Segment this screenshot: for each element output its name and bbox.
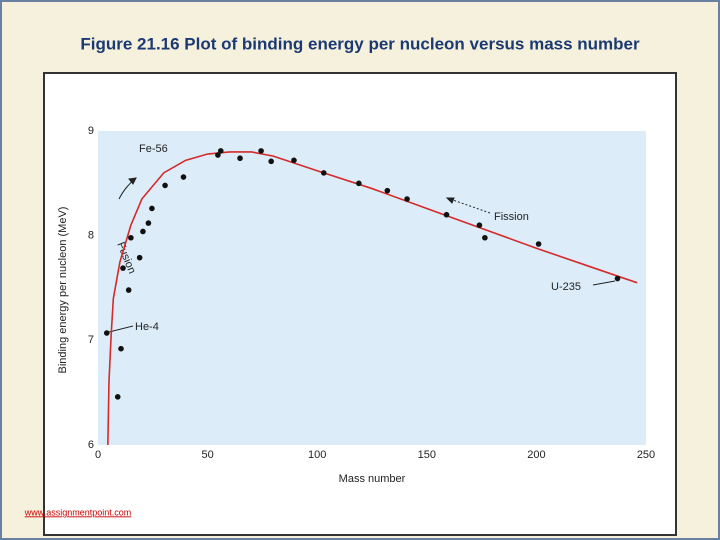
data-point: [180, 174, 187, 180]
annotation: Fission: [494, 211, 529, 223]
annotation-arrows: [108, 177, 616, 333]
y-tick-label: 7: [88, 334, 94, 346]
arrow-head: [445, 197, 455, 204]
data-point: [482, 234, 488, 241]
y-tick-label: 6: [88, 439, 94, 451]
data-point: [120, 265, 126, 271]
x-tick-label: 250: [637, 449, 655, 461]
slide-title: Figure 21.16 Plot of binding energy per …: [80, 34, 640, 53]
annotation: Fe-56: [139, 143, 168, 155]
arrow: [449, 198, 491, 214]
data-point: [258, 148, 264, 154]
x-tick-label: 150: [418, 449, 436, 461]
data-point: [237, 155, 243, 162]
x-tick-label: 50: [201, 449, 213, 461]
data-point: [291, 157, 297, 164]
data-point: [162, 182, 168, 189]
data-point: [118, 345, 124, 352]
annotation: U-235: [551, 281, 581, 293]
data-point: [268, 158, 274, 165]
data-point: [535, 241, 542, 247]
data-point: [476, 222, 483, 228]
data-point: [114, 394, 121, 400]
plot-area: [98, 131, 646, 445]
x-tick-label: 100: [308, 449, 326, 461]
leader: [108, 325, 134, 333]
data-point: [404, 196, 410, 202]
data-point: [217, 148, 224, 154]
y-tick-label: 9: [88, 125, 94, 137]
data-point: [103, 330, 110, 336]
annotation: He-4: [135, 321, 159, 333]
data-point: [149, 205, 155, 212]
footer-link[interactable]: www.assignmentpoint.com: [24, 507, 132, 517]
x-tick-label: 200: [527, 449, 545, 461]
data-point: [443, 211, 450, 218]
data-point: [614, 275, 621, 282]
data-point: [140, 228, 146, 235]
y-tick-label: 8: [88, 230, 94, 242]
leader: [592, 280, 616, 286]
arrow-head: [128, 177, 137, 185]
data-point: [136, 254, 143, 261]
data-point: [384, 187, 391, 194]
data-point: [215, 152, 221, 158]
data-point: [356, 180, 362, 187]
x-tick-label: 0: [95, 449, 101, 461]
data-point: [145, 220, 152, 226]
data-point: [128, 234, 134, 241]
data-point: [125, 287, 132, 293]
data-point: [320, 170, 327, 176]
footer-link-text[interactable]: www.assignmentpoint.com: [24, 507, 132, 517]
y-axis-title: Binding energy per nucleon (MeV): [57, 207, 69, 374]
x-axis-title: Mass number: [339, 473, 406, 485]
